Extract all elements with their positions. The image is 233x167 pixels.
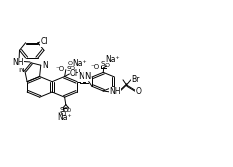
Text: S: S	[100, 61, 104, 67]
Text: O: O	[135, 87, 141, 96]
Text: O: O	[105, 63, 110, 68]
Text: O: O	[70, 66, 75, 71]
Text: N: N	[42, 61, 48, 70]
Text: N: N	[78, 72, 85, 81]
Text: ⁻O: ⁻O	[58, 111, 67, 117]
Text: Br: Br	[131, 75, 140, 85]
Text: O: O	[68, 61, 73, 66]
Text: N: N	[84, 72, 91, 81]
Text: NH: NH	[12, 58, 24, 67]
Text: Cl: Cl	[41, 37, 48, 46]
Text: S: S	[67, 66, 71, 72]
Text: OH: OH	[70, 69, 81, 78]
Text: O: O	[67, 108, 72, 113]
Text: Na⁺: Na⁺	[57, 113, 72, 122]
Text: ⁻O: ⁻O	[90, 64, 99, 70]
Text: N: N	[18, 65, 24, 74]
Text: Na⁺: Na⁺	[105, 55, 120, 64]
Text: Na⁺: Na⁺	[72, 59, 87, 68]
Text: ⁻O: ⁻O	[55, 66, 65, 72]
Text: NH: NH	[110, 87, 121, 96]
Text: SO: SO	[59, 107, 69, 113]
